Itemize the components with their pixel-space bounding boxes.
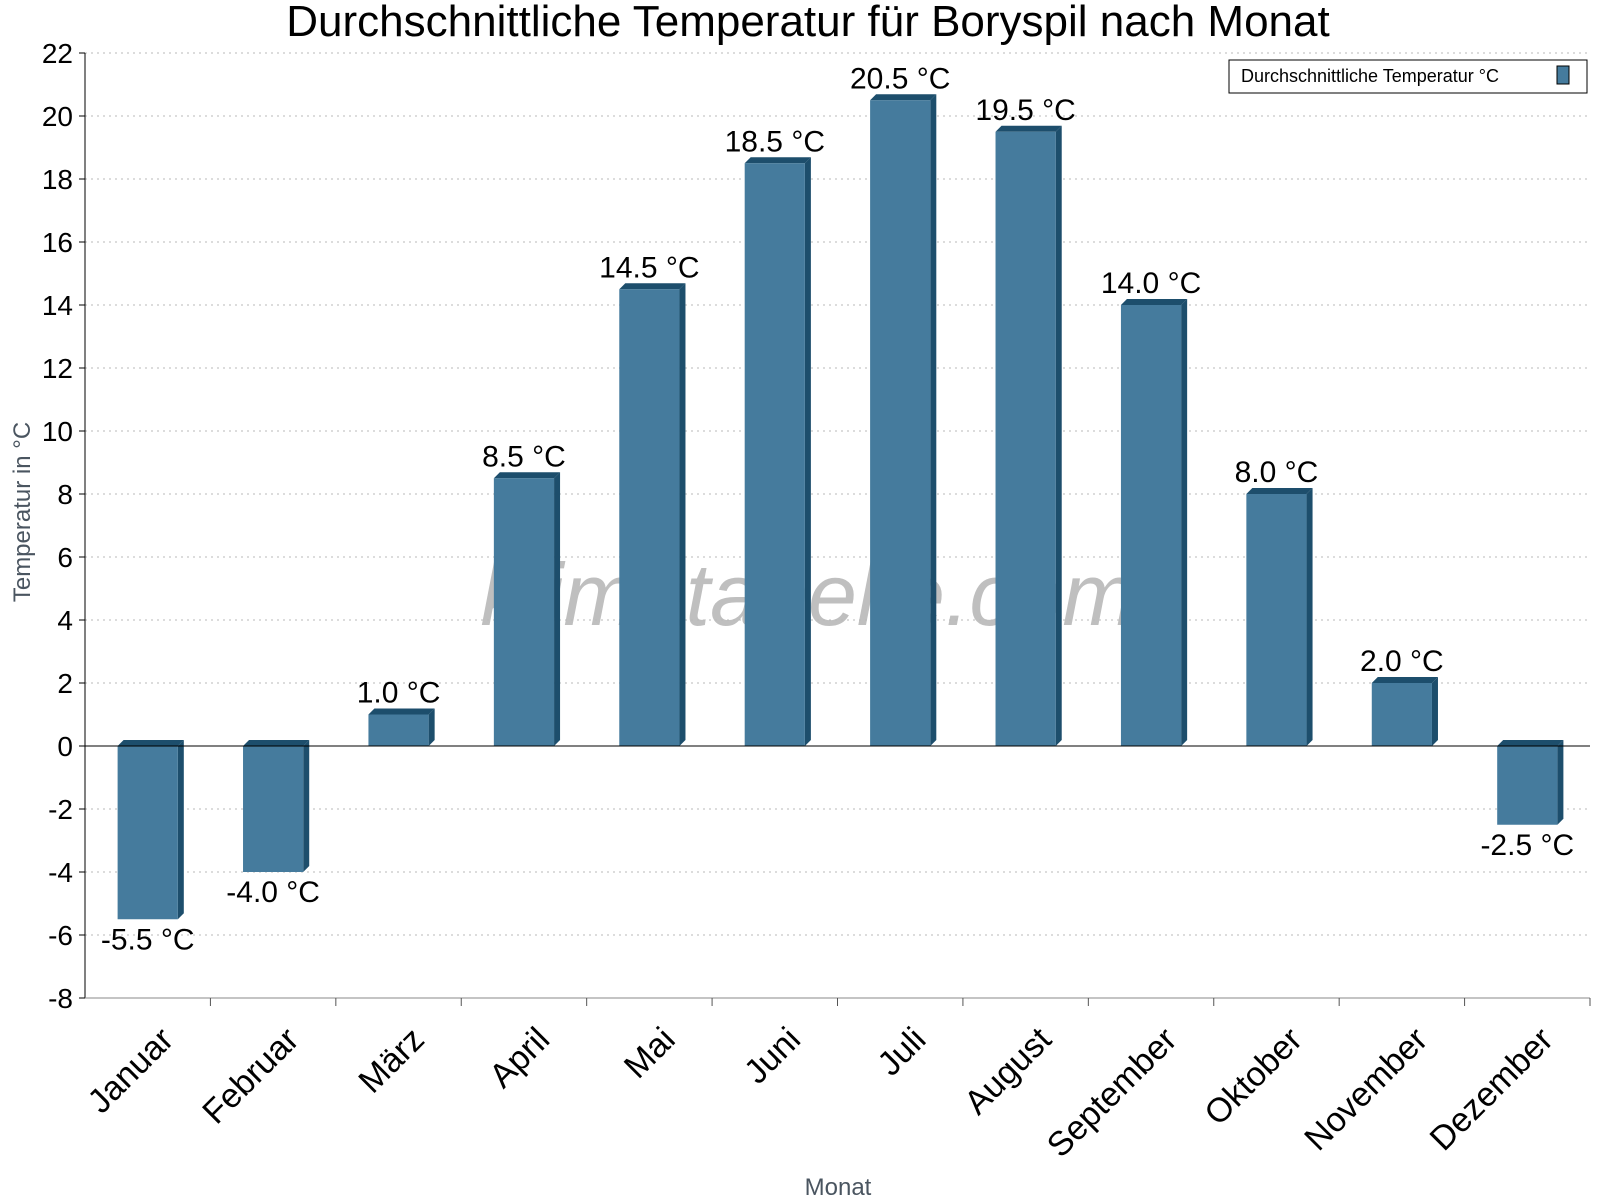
bar-dezember [1497,740,1564,825]
grid-lines [85,52,1590,999]
bar-top [870,94,937,101]
bar-front [493,478,555,746]
bar-juli [870,94,937,746]
bar-side [1431,677,1438,746]
bar-september [1120,299,1188,746]
bar-august [995,125,1062,746]
bar-side [1055,125,1062,746]
x-tick-label: April [482,1020,557,1095]
y-tick-label: 6 [57,542,73,573]
x-tick-label: Oktober [1197,1020,1309,1132]
y-tick-label: -2 [48,794,73,825]
bar-top [1246,488,1313,494]
data-label: 8.0 °C [1235,456,1319,489]
bar-november [1371,677,1438,746]
bar-top [243,740,310,746]
legend: Durchschnittliche Temperatur °C [1228,59,1588,94]
bar-front [1497,746,1558,825]
bar-top [368,708,435,715]
legend-box [1228,59,1588,94]
data-label: -2.5 °C [1480,829,1574,862]
bar-februar [243,740,310,872]
bar-side [428,708,435,746]
data-label: -4.0 °C [226,876,320,909]
bar-top [1497,740,1564,746]
x-tick-label: Februar [195,1020,306,1131]
y-tick-label: 16 [42,227,73,258]
x-axis-title: Monat [805,1174,872,1200]
bar-side [930,94,937,746]
bar-januar [117,740,184,920]
chart-title: Durchschnittliche Temperatur für Boryspi… [286,0,1329,46]
bar-märz [368,708,435,746]
x-tick-label: Mai [617,1020,683,1086]
bar-side [1557,740,1564,825]
y-tick-label: 2 [57,668,73,699]
data-label: 19.5 °C [975,94,1075,127]
bar-juni [744,157,811,746]
bar-side [1306,488,1313,746]
y-tick-label: 20 [42,101,73,132]
bar-side [679,283,686,746]
y-tick-label: -4 [48,857,73,888]
bar-front [870,100,931,746]
bars [117,94,1564,920]
bar-top [117,740,184,746]
data-label: 18.5 °C [725,125,825,158]
data-label: 1.0 °C [357,677,441,710]
data-label: 8.5 °C [482,440,566,473]
bar-top [619,283,686,290]
y-tick-label: 12 [42,353,73,384]
x-tick-label: Juni [737,1020,808,1091]
x-tick-label: März [351,1020,431,1100]
bar-front [1246,494,1307,746]
bar-side [554,472,561,746]
x-tick-label: November [1297,1020,1435,1158]
data-labels: -5.5 °C -4.0 °C 1.0 °C 8.5 °C 14.5 °C 18.5 °C… [101,62,1574,956]
y-tick-label: 8 [57,479,73,510]
x-tick-label: Juli [870,1020,933,1083]
bar-side [303,740,310,872]
data-label: -5.5 °C [101,923,195,956]
y-tick-label: -8 [48,983,73,1014]
bar-front [1120,305,1182,746]
data-label: 2.0 °C [1360,645,1444,678]
x-tick-label: Dezember [1423,1020,1561,1158]
bar-side [177,740,184,920]
data-label: 14.5 °C [599,251,699,284]
bar-oktober [1246,488,1313,746]
bar-front [368,714,429,746]
data-label: 20.5 °C [850,62,950,95]
bar-front [1371,683,1432,746]
data-label: 14.0 °C [1101,267,1201,300]
bar-side [1181,299,1188,746]
y-tick-label: 14 [42,290,73,321]
bar-front [243,746,304,872]
bar-front [995,131,1056,746]
bar-front [744,163,805,746]
x-tick-label: September [1040,1020,1184,1164]
y-tick-label: 22 [42,38,73,69]
y-tick-label: 10 [42,416,73,447]
x-tick-label: August [957,1020,1059,1122]
legend-label: Durchschnittliche Temperatur °C [1241,66,1499,86]
bar-top [1371,677,1438,683]
bar-april [493,472,561,746]
bar-top [744,157,811,164]
bar-side [804,157,811,746]
y-tick-label: 0 [57,731,73,762]
y-tick-label: 4 [57,605,73,636]
bar-top [493,472,561,479]
bar-mai [619,283,686,746]
y-axis-title: Temperatur in °C [9,422,36,602]
bar-top [995,125,1062,132]
x-tick-label: Januar [81,1020,181,1120]
y-tick-label: -6 [48,920,73,951]
y-tick-label: 18 [42,164,73,195]
bar-top [1120,299,1188,305]
bar-front [117,746,178,920]
legend-swatch [1556,65,1570,85]
bar-front [619,289,680,746]
